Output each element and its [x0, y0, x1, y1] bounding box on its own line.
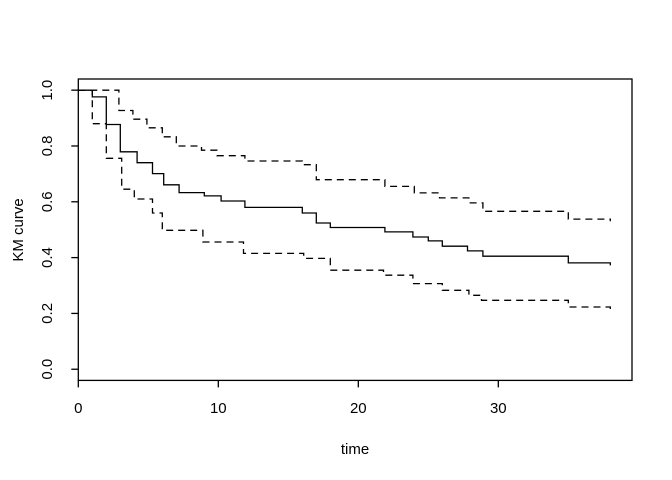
x-axis-label: time	[341, 441, 369, 458]
y-tick-label: 1.0	[39, 80, 56, 101]
x-tick-label: 10	[210, 400, 227, 417]
x-tick-label: 30	[490, 400, 507, 417]
curve-lower-95-ci	[78, 89, 611, 309]
curve-upper-95-ci	[78, 89, 611, 222]
y-tick-label: 0.4	[39, 247, 56, 268]
x-tick-label: 20	[350, 400, 367, 417]
plot-box	[77, 78, 633, 382]
y-axis: 0.0 0.2 0.4 0.6 0.8 1.0	[39, 80, 79, 380]
y-tick-label: 0.2	[39, 303, 56, 324]
curves	[78, 89, 611, 309]
x-tick-label: 0	[74, 400, 82, 417]
y-tick-label: 0.8	[39, 136, 56, 157]
y-tick-label: 0.0	[39, 359, 56, 380]
curve-km-estimate	[78, 89, 611, 266]
x-axis: 0 10 20 30	[74, 380, 507, 417]
y-axis-label: KM curve	[10, 198, 27, 261]
y-tick-label: 0.6	[39, 191, 56, 212]
